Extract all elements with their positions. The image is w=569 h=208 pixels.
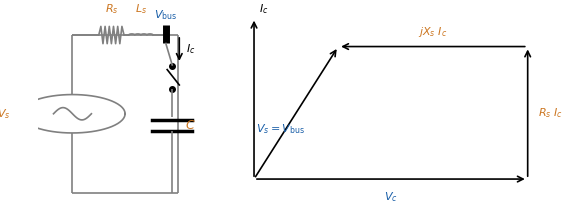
Text: $V_{\rm bus}$: $V_{\rm bus}$ — [154, 8, 177, 22]
Text: $jX_s\ I_c$: $jX_s\ I_c$ — [418, 25, 448, 39]
Text: $V_s = V_{\rm bus}$: $V_s = V_{\rm bus}$ — [256, 122, 305, 136]
Text: $V_s$: $V_s$ — [0, 107, 10, 121]
Text: $C$: $C$ — [184, 119, 195, 132]
Text: $R_s$: $R_s$ — [105, 2, 118, 16]
Text: $V_c$: $V_c$ — [384, 191, 398, 204]
Text: $R_s\ I_c$: $R_s\ I_c$ — [538, 106, 563, 120]
Text: $I_c$: $I_c$ — [185, 42, 195, 56]
Text: $L_s$: $L_s$ — [135, 2, 147, 16]
Text: $I_c$: $I_c$ — [259, 2, 269, 16]
